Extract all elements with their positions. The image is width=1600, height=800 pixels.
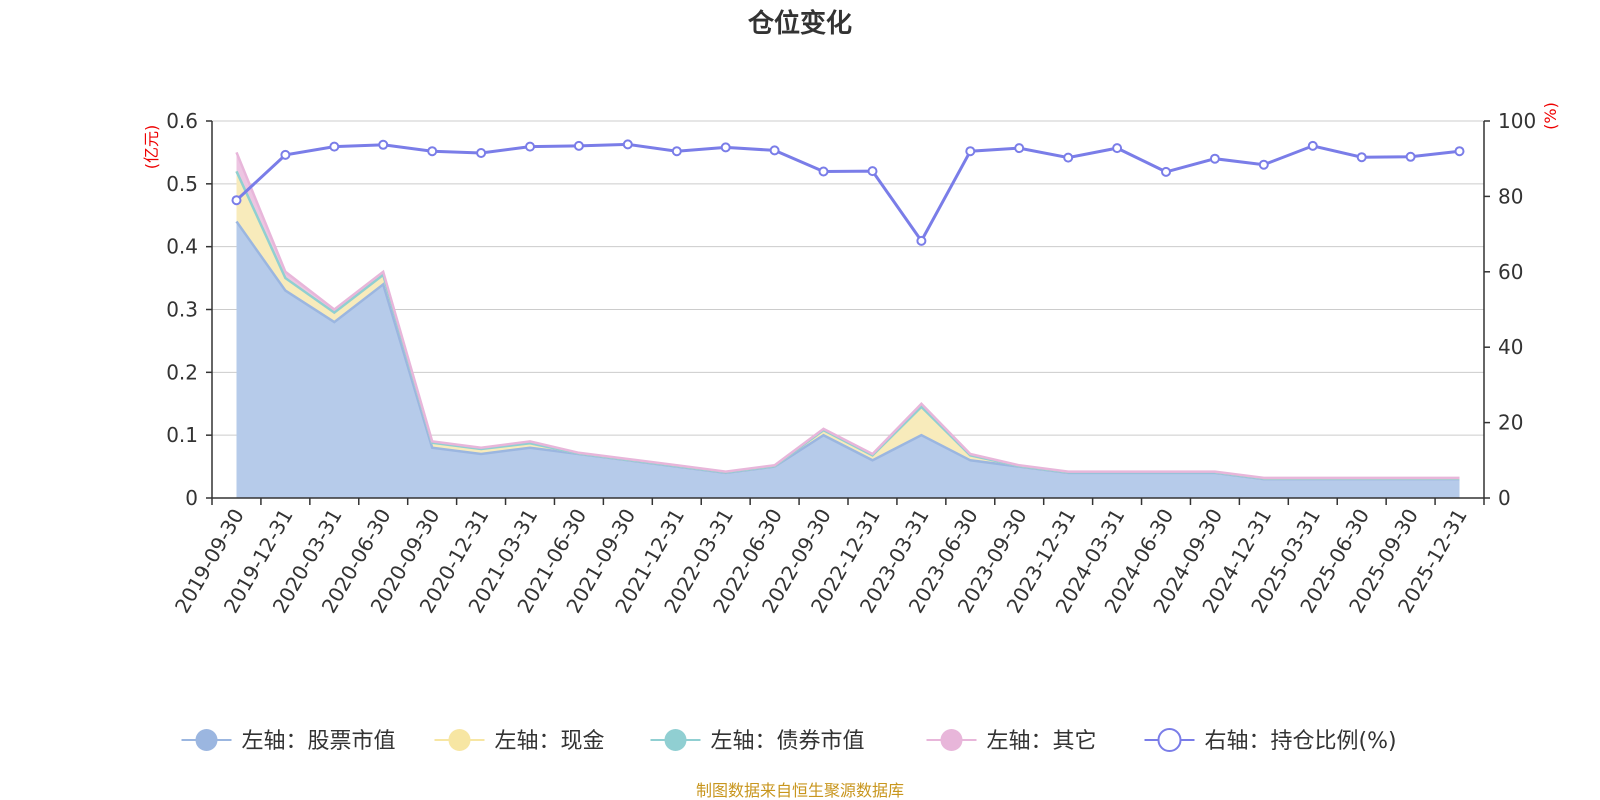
legend-label: 左轴：现金 — [495, 729, 605, 754]
left-axis-unit: (亿元) — [142, 125, 161, 170]
right-tick-label: 0 — [1498, 486, 1511, 510]
legend-circle-icon — [448, 729, 471, 751]
left-tick-label: 0 — [185, 486, 198, 510]
x-axis-ticks: 2019-09-302019-12-312020-03-312020-06-30… — [170, 498, 1485, 617]
legend-circle-icon — [664, 729, 687, 751]
data-source-note: 制图数据来自恒生聚源数据库 — [696, 781, 904, 800]
legend-circle-icon — [195, 729, 218, 751]
left-axis-ticks: 0 0.1 0.2 0.3 0.4 0.5 0.6 — [166, 109, 212, 510]
ratio-point — [231, 195, 242, 206]
left-tick-label: 0.3 — [166, 298, 198, 322]
ratio-point — [867, 166, 878, 177]
ratio-point — [378, 139, 389, 150]
area-edge-line — [235, 151, 1460, 480]
legend-label: 左轴：股票市值 — [242, 729, 396, 754]
ratio-point — [965, 146, 976, 157]
ratio-point — [280, 149, 291, 160]
legend-circle-icon — [940, 729, 963, 751]
left-tick-label: 0.5 — [166, 172, 198, 196]
ratio-point — [476, 148, 487, 158]
ratio-point — [1307, 140, 1318, 151]
ratio-point — [525, 141, 535, 152]
ratio-point — [622, 139, 633, 150]
left-tick-label: 0.1 — [166, 423, 198, 447]
ratio-point — [1161, 166, 1171, 177]
stacked-areas — [235, 151, 1460, 498]
legend-item[interactable]: 左轴：债券市值 — [650, 729, 865, 754]
grid-lines — [212, 120, 1484, 436]
ratio-point — [818, 166, 829, 177]
legend-circle-icon — [1157, 728, 1182, 752]
legend-item[interactable]: 右轴：持仓比例(%) — [1144, 728, 1397, 754]
legend-item[interactable]: 左轴：现金 — [434, 729, 605, 754]
legend[interactable]: 左轴：股票市值 左轴：现金 左轴：债券市值 左轴：其它 右轴：持仓比例(%) — [181, 728, 1397, 754]
legend-item[interactable]: 左轴：股票市值 — [181, 729, 396, 754]
ratio-point — [1405, 151, 1416, 162]
left-tick-label: 0.4 — [166, 235, 198, 259]
legend-label: 右轴：持仓比例(%) — [1205, 729, 1397, 754]
ratio-point — [1063, 152, 1074, 163]
left-tick-label: 0.2 — [166, 360, 198, 384]
ratio-point — [1356, 152, 1367, 163]
ratio-point — [720, 142, 731, 153]
ratio-point — [329, 141, 340, 152]
position-ratio-line — [231, 139, 1465, 246]
legend-label: 左轴：债券市值 — [711, 729, 865, 754]
right-tick-label: 20 — [1498, 411, 1523, 435]
legend-item[interactable]: 左轴：其它 — [926, 729, 1097, 754]
right-axis-ticks: 0 20 40 60 80 100 — [1484, 109, 1536, 510]
ratio-point — [916, 235, 927, 246]
right-tick-label: 100 — [1498, 109, 1536, 133]
ratio-point — [769, 145, 780, 156]
ratio-point — [1209, 153, 1220, 164]
ratio-point — [1454, 146, 1465, 157]
chart-title: 仓位变化 — [747, 8, 852, 39]
right-tick-label: 80 — [1498, 184, 1523, 208]
right-tick-label: 60 — [1498, 260, 1523, 284]
ratio-point — [671, 146, 682, 157]
right-tick-label: 40 — [1498, 335, 1523, 359]
ratio-point — [1112, 143, 1123, 154]
legend-label: 左轴：其它 — [987, 729, 1097, 754]
ratio-point — [573, 140, 584, 151]
area-9bb6e0 — [236, 221, 1460, 498]
right-axis-unit: (%) — [1541, 102, 1560, 130]
left-tick-label: 0.6 — [166, 109, 198, 133]
ratio-point — [1014, 143, 1025, 154]
ratio-line-path — [235, 142, 1460, 244]
ratio-point — [427, 146, 438, 157]
ratio-point — [1258, 159, 1269, 170]
